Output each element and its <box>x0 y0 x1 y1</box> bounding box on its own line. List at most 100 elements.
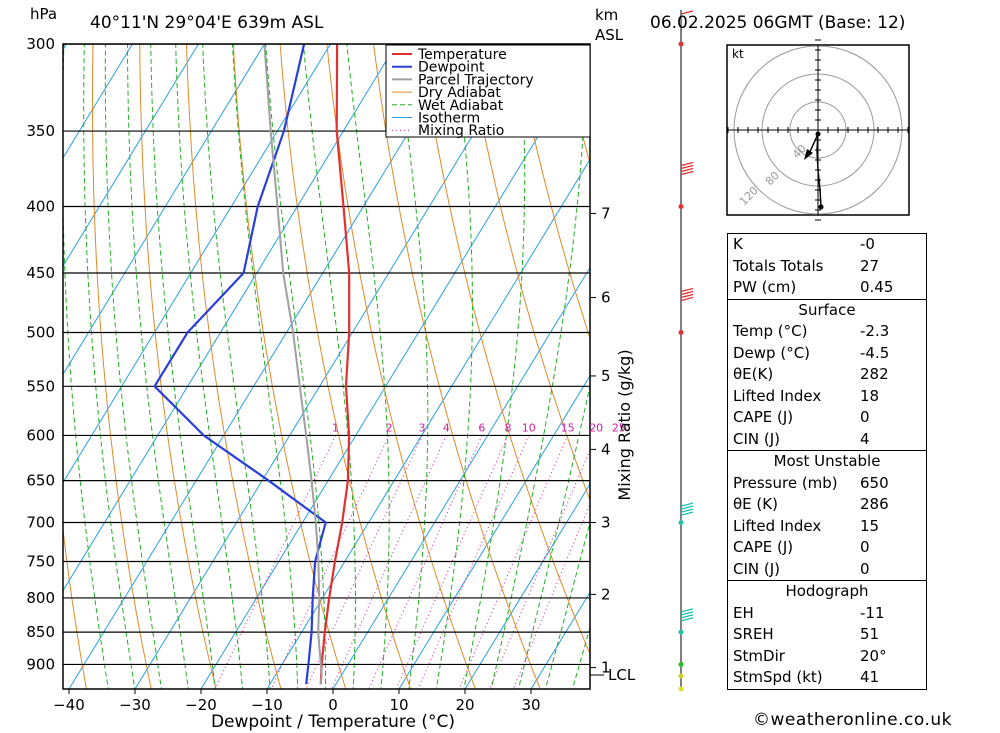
wet-adiabat-line <box>127 44 189 689</box>
km-tick-label: 2 <box>601 585 611 603</box>
isotherm-line <box>200 50 590 689</box>
isotherm-line <box>332 266 590 689</box>
dry-adiabat-line <box>139 44 217 689</box>
wet-adiabat-line <box>265 44 326 689</box>
x-tick-label: 10 <box>389 696 408 714</box>
wet-adiabat-line <box>544 520 590 689</box>
isotherm-line <box>398 374 590 689</box>
wind-level-dot <box>678 41 684 47</box>
x-tick-label: −40 <box>53 696 85 714</box>
row-stmdir: StmDir 20° <box>733 646 887 665</box>
row-cape: CAPE (J) 0 <box>733 408 870 426</box>
wind-barb <box>680 611 694 616</box>
mixing-ratio-axis-label: Mixing Ratio (g/kg) <box>615 349 634 500</box>
dry-adiabat-line <box>186 44 282 689</box>
row-stmspd: StmSpd (kt) 41 <box>733 668 880 686</box>
isotherm-line <box>134 44 529 689</box>
hodo-trace <box>816 133 822 208</box>
dry-adiabat-line <box>466 44 590 502</box>
mixing-ratio-label: 3 <box>419 421 426 434</box>
lcl-label: LCL <box>608 666 636 684</box>
pressure-tick-label: 500 <box>26 323 55 341</box>
legend-label: Temperature <box>417 47 507 63</box>
wet-adiabat-line <box>83 44 136 689</box>
wind-barb <box>680 505 694 510</box>
pressure-tick-label: 850 <box>26 623 55 641</box>
dry-adiabat-line <box>935 44 1000 689</box>
pressure-tick-label: 550 <box>26 377 55 395</box>
row-mu-cape: CAPE (J) 0 <box>733 538 870 556</box>
wind-barb <box>680 293 694 299</box>
surface-title: Surface <box>728 298 926 322</box>
dry-adiabat-line <box>279 44 412 689</box>
mixing-ratio-line <box>458 435 569 689</box>
pressure-tick-label: 350 <box>26 122 55 140</box>
x-tick-label: 30 <box>521 696 540 714</box>
row-cin: CIN (J) 4 <box>733 429 870 448</box>
km-tick-label: 5 <box>601 367 611 385</box>
dry-adiabat-line <box>513 44 590 340</box>
dry-adiabat-line <box>92 44 152 689</box>
mixing-ratio-line <box>512 502 590 689</box>
km-tick-label: 4 <box>601 440 611 458</box>
legend-label: Wet Adiabat <box>418 98 504 114</box>
parcel-trajectory-line <box>263 44 323 685</box>
dewpoint-line <box>153 44 327 685</box>
mixing-ratio-label: 10 <box>522 421 536 434</box>
legend-label: Dry Adiabat <box>418 85 501 101</box>
hodograph-unit: kt <box>732 47 744 61</box>
pressure-tick-label: 400 <box>26 197 55 215</box>
wind-barb <box>680 287 694 293</box>
wind-level-dot <box>678 661 684 667</box>
asl-label: ASL <box>595 26 624 44</box>
storm-motion-arrowhead <box>804 149 813 160</box>
legend-label: Isotherm <box>418 111 480 127</box>
mixing-ratio-line <box>417 435 530 689</box>
mixing-ratio-line <box>488 448 590 689</box>
x-tick-label: 20 <box>455 696 474 714</box>
row-mu-cin: CIN (J) 0 <box>733 559 870 578</box>
most-unstable-title: Most Unstable <box>728 450 926 473</box>
km-label: km <box>595 6 618 24</box>
dry-adiabat-line <box>326 44 476 689</box>
mixing-ratio-label: 1 <box>332 421 339 434</box>
pressure-tick-label: 600 <box>26 426 55 444</box>
wet-adiabat-line <box>150 44 216 689</box>
dry-adiabat-line <box>419 44 590 656</box>
isotherm-line <box>68 44 463 689</box>
wet-adiabat-line <box>396 44 429 689</box>
wind-profile <box>678 10 694 692</box>
wind-barb <box>680 502 694 507</box>
wet-adiabat-line <box>463 44 526 689</box>
km-tick-label: 6 <box>601 289 611 307</box>
wind-barb <box>680 170 694 176</box>
row-sreh: SREH 51 <box>733 625 880 643</box>
legend-label: Dewpoint <box>418 60 485 76</box>
isotherm-line <box>63 44 133 159</box>
dry-adiabat-line <box>373 44 541 689</box>
x-axis-label: Dewpoint / Temperature (°C) <box>211 712 455 732</box>
indices-table: K -0 Totals Totals 27 PW (cm) 0.45 Surface … <box>727 233 927 690</box>
km-tick-label: 7 <box>601 204 611 222</box>
isotherm-line <box>63 44 199 268</box>
mixing-ratio-label: 20 <box>589 421 603 434</box>
hodograph: kt <box>726 39 910 221</box>
row-totals: Totals Totals 27 <box>733 256 880 275</box>
x-tick-label: −20 <box>185 696 217 714</box>
row-thetae: θE(K) 282 <box>733 365 889 383</box>
mixing-ratio-line <box>270 435 390 689</box>
mixing-ratio-label: 8 <box>504 421 511 434</box>
hpa-label: hPa <box>30 5 57 23</box>
row-li: Lifted Index 18 <box>733 386 880 405</box>
mixing-ratio-label: 2 <box>385 421 392 434</box>
footer-credit: ©weatheronline.co.uk <box>752 710 952 730</box>
pressure-tick-label: 800 <box>26 589 55 607</box>
wind-barb <box>680 511 694 516</box>
row-eh: EH -11 <box>733 603 885 622</box>
wind-barb <box>680 164 694 170</box>
temperature-line <box>319 44 351 685</box>
location-title: 40°11'N 29°04'E 639m ASL <box>90 13 324 33</box>
km-tick-label: 3 <box>601 514 611 532</box>
